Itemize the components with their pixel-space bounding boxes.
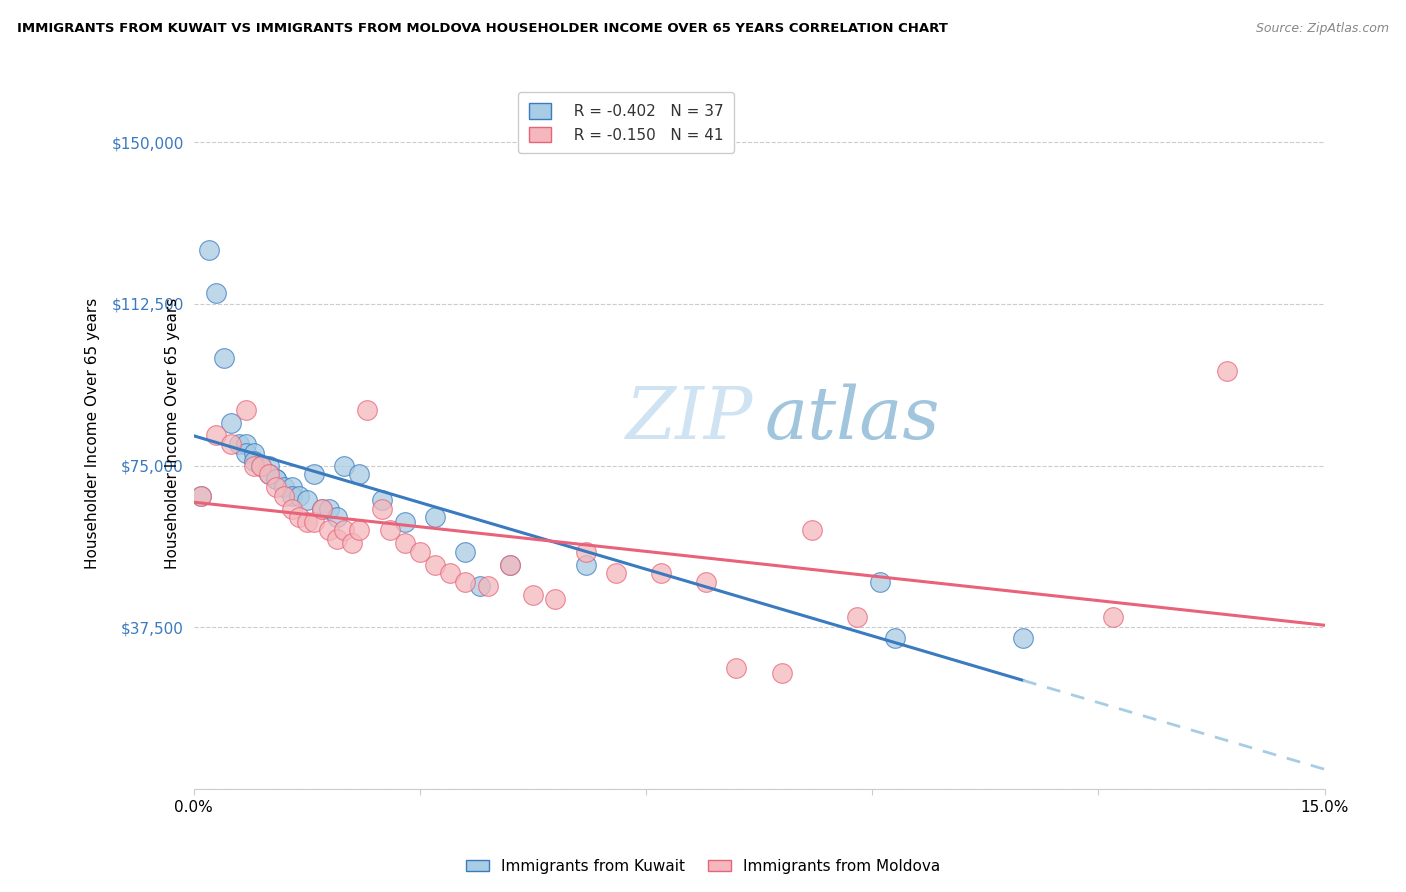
Point — [371, 501, 394, 516]
Point — [575, 558, 598, 572]
Point — [273, 489, 295, 503]
Point — [499, 558, 522, 572]
Point — [454, 575, 477, 590]
Point — [273, 480, 295, 494]
Point — [266, 472, 288, 486]
Point — [725, 661, 748, 675]
Point — [250, 458, 273, 473]
Point — [575, 545, 598, 559]
Point — [219, 437, 242, 451]
Point — [800, 524, 823, 538]
Point — [423, 510, 446, 524]
Point — [302, 467, 325, 482]
Point — [394, 515, 416, 529]
Point — [846, 609, 869, 624]
Point — [243, 446, 266, 460]
Point — [423, 558, 446, 572]
Point — [257, 458, 280, 473]
Point — [266, 472, 288, 486]
Point — [340, 536, 363, 550]
Point — [250, 458, 273, 473]
Text: atlas: atlas — [765, 384, 941, 454]
Point — [1012, 631, 1035, 645]
Point — [228, 437, 250, 451]
Y-axis label: Householder Income Over 65 years: Householder Income Over 65 years — [86, 298, 100, 569]
Point — [378, 524, 401, 538]
Point — [333, 524, 356, 538]
Point — [219, 416, 242, 430]
Point — [280, 480, 302, 494]
Point — [333, 458, 356, 473]
Point — [409, 545, 432, 559]
Point — [190, 489, 212, 503]
Point — [250, 458, 273, 473]
Point — [235, 437, 257, 451]
Point — [477, 579, 499, 593]
Point — [326, 532, 349, 546]
Point — [311, 501, 333, 516]
Point — [468, 579, 491, 593]
Point — [326, 510, 349, 524]
Point — [280, 489, 302, 503]
Point — [190, 489, 212, 503]
Point — [695, 575, 717, 590]
Point — [295, 515, 318, 529]
Point — [883, 631, 905, 645]
Point — [318, 501, 340, 516]
Point — [302, 515, 325, 529]
Point — [522, 588, 544, 602]
Point — [280, 501, 302, 516]
Legend:   R = -0.402   N = 37,   R = -0.150   N = 41: R = -0.402 N = 37, R = -0.150 N = 41 — [517, 92, 734, 153]
Legend: Immigrants from Kuwait, Immigrants from Moldova: Immigrants from Kuwait, Immigrants from … — [460, 853, 946, 880]
Point — [212, 351, 235, 365]
Point — [499, 558, 522, 572]
Point — [205, 286, 228, 301]
Point — [243, 458, 266, 473]
Point — [454, 545, 477, 559]
Point — [235, 402, 257, 417]
Point — [257, 467, 280, 482]
Point — [605, 566, 627, 581]
Point — [650, 566, 672, 581]
Point — [235, 446, 257, 460]
Text: IMMIGRANTS FROM KUWAIT VS IMMIGRANTS FROM MOLDOVA HOUSEHOLDER INCOME OVER 65 YEA: IMMIGRANTS FROM KUWAIT VS IMMIGRANTS FRO… — [17, 22, 948, 36]
Text: ZIP: ZIP — [626, 384, 754, 454]
Y-axis label: Householder Income Over 65 years: Householder Income Over 65 years — [165, 298, 180, 569]
Point — [1102, 609, 1125, 624]
Point — [349, 524, 371, 538]
Point — [439, 566, 461, 581]
Point — [394, 536, 416, 550]
Point — [318, 524, 340, 538]
Point — [266, 480, 288, 494]
Point — [243, 454, 266, 468]
Point — [205, 428, 228, 442]
Point — [869, 575, 891, 590]
Point — [257, 467, 280, 482]
Point — [197, 243, 219, 257]
Point — [544, 592, 567, 607]
Point — [311, 501, 333, 516]
Point — [349, 467, 371, 482]
Point — [371, 493, 394, 508]
Point — [288, 489, 311, 503]
Point — [288, 510, 311, 524]
Point — [356, 402, 378, 417]
Point — [295, 493, 318, 508]
Text: Source: ZipAtlas.com: Source: ZipAtlas.com — [1256, 22, 1389, 36]
Point — [1215, 364, 1237, 378]
Point — [770, 665, 793, 680]
